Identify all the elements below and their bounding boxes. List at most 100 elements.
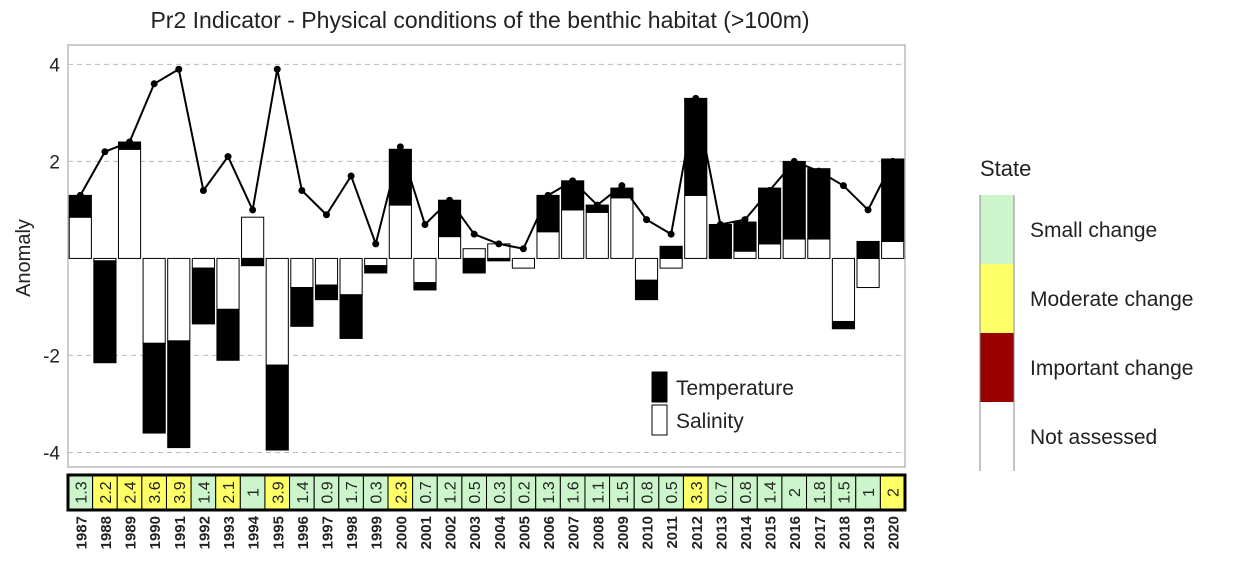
composite-point (249, 206, 257, 214)
x-tick-label: 2018 (836, 516, 853, 549)
bar-segment (290, 257, 314, 289)
composite-point (544, 191, 552, 199)
state-value: 0.7 (713, 481, 730, 503)
bar-segment (733, 221, 757, 252)
state-value: 3.9 (172, 481, 189, 503)
x-tick-label: 2000 (393, 516, 410, 549)
bar-segment (807, 168, 831, 240)
state-value: 0.5 (467, 481, 484, 503)
state-value: 1 (246, 488, 263, 497)
bar-segment (782, 160, 806, 240)
x-tick-label: 1997 (319, 516, 336, 549)
bar-segment (265, 364, 289, 451)
bar-segment (339, 294, 363, 339)
composite-point (495, 240, 503, 248)
state-legend-title: State (980, 156, 1031, 181)
x-tick-label: 1990 (147, 516, 164, 549)
legend-label: Temperature (676, 377, 794, 400)
composite-point (421, 220, 429, 228)
bar-segment (167, 340, 191, 449)
bar-segment (314, 284, 339, 301)
bar-segment (807, 238, 831, 259)
bar-segment (733, 250, 757, 259)
x-tick-label: 2006 (541, 516, 558, 549)
x-tick-label: 2013 (713, 516, 730, 549)
state-value: 1.4 (295, 481, 312, 503)
state-label: Important change (1030, 357, 1193, 380)
state-cell (707, 474, 734, 511)
bar-segment (585, 211, 609, 259)
state-cell (67, 474, 94, 511)
composite-point (618, 182, 626, 190)
composite-point (766, 187, 774, 195)
bar-segment (364, 265, 388, 274)
x-tick-label: 2017 (812, 516, 829, 549)
composite-point (446, 196, 454, 204)
state-swatch (980, 402, 1014, 471)
bar-segment (68, 216, 92, 259)
bar-segment (364, 257, 388, 267)
bar-segment (93, 260, 117, 364)
composite-point (593, 201, 601, 209)
state-value: 2.1 (221, 481, 238, 503)
x-tick-label: 1991 (172, 516, 189, 549)
bar-segment (610, 197, 634, 259)
state-value: 0.9 (319, 481, 336, 503)
state-cell (486, 474, 512, 511)
x-tick-label: 1987 (73, 516, 90, 549)
composite-point (273, 65, 281, 73)
state-cell (412, 474, 438, 511)
bar-segment (536, 231, 560, 259)
bar-segment (191, 257, 215, 269)
bar-segment (167, 257, 191, 342)
bar-segment (437, 236, 462, 259)
state-value: 0.7 (418, 481, 435, 503)
bar-segment (881, 158, 905, 242)
state-swatch (980, 195, 1014, 264)
composite-point (790, 157, 798, 165)
legend-swatch (651, 371, 668, 403)
composite-point (839, 182, 847, 190)
bar-segment (831, 257, 856, 322)
composite-point (101, 148, 109, 156)
state-value: 1.6 (566, 481, 583, 503)
y-tick-label: -4 (43, 443, 60, 464)
x-tick-label: 2009 (615, 516, 632, 549)
x-tick-label: 1993 (221, 516, 238, 549)
bar-segment (462, 248, 486, 259)
state-value: 0.8 (738, 481, 755, 503)
state-label: Not assessed (1030, 426, 1157, 449)
state-cell (387, 474, 414, 511)
state-value: 2.4 (123, 481, 140, 503)
bar-segment (388, 204, 412, 259)
bar-segment (413, 257, 437, 284)
composite-point (298, 187, 306, 195)
state-cell (658, 474, 684, 511)
state-value: 1.3 (541, 481, 558, 503)
composite-point (126, 138, 134, 146)
x-tick-label: 2014 (738, 515, 755, 549)
legend-swatch (651, 404, 668, 436)
bar-segment (142, 257, 166, 344)
x-tick-label: 2004 (492, 515, 509, 549)
state-value: 2 (787, 488, 804, 497)
composite-point (889, 157, 897, 165)
bar-segment (758, 243, 782, 259)
state-value: 0.3 (492, 481, 509, 503)
bar-segment (241, 216, 265, 259)
x-tick-label: 2007 (566, 516, 583, 549)
bar-segment (758, 187, 782, 245)
bar-segment (241, 257, 265, 267)
composite-point (372, 240, 380, 248)
state-value: 3.6 (147, 481, 164, 503)
bar-segment (782, 238, 806, 259)
composite-point (741, 216, 749, 224)
bar-segment (339, 257, 363, 296)
bar-segment (684, 194, 708, 259)
bar-segment (437, 199, 462, 238)
y-tick-label: 2 (49, 152, 60, 173)
composite-point (347, 172, 355, 180)
bar-segment (142, 342, 166, 434)
composite-line (79, 67, 894, 250)
